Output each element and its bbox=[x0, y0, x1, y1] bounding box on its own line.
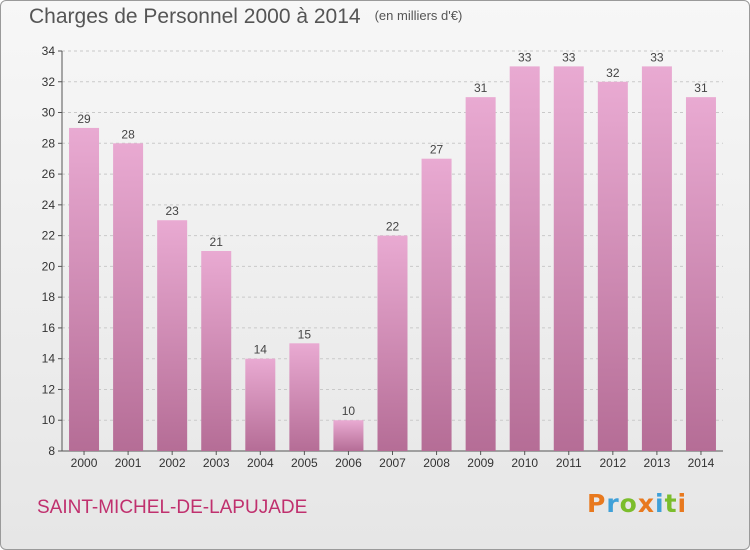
bar bbox=[245, 358, 276, 451]
bar bbox=[641, 66, 672, 451]
x-tick-label: 2005 bbox=[291, 456, 318, 470]
y-tick-label: 14 bbox=[42, 352, 56, 366]
bar-value-label: 10 bbox=[342, 404, 356, 418]
bar bbox=[553, 66, 584, 451]
bar-value-label: 14 bbox=[254, 343, 268, 357]
bar bbox=[509, 66, 540, 451]
bar bbox=[157, 220, 188, 451]
title-unit: (en milliers d'€) bbox=[374, 8, 463, 23]
y-tick-label: 10 bbox=[42, 413, 56, 427]
bar-value-label: 21 bbox=[210, 235, 224, 249]
bar-value-label: 27 bbox=[430, 143, 444, 157]
bar bbox=[113, 143, 144, 452]
commune-name: SAINT-MICHEL-DE-LAPUJADE bbox=[37, 497, 308, 518]
y-tick-label: 22 bbox=[42, 229, 56, 243]
x-tick-label: 2008 bbox=[423, 456, 450, 470]
y-tick-label: 30 bbox=[42, 106, 56, 120]
x-tick-label: 2007 bbox=[379, 456, 406, 470]
title-text: Charges de Personnel 2000 à 2014 bbox=[29, 5, 361, 28]
y-tick-label: 12 bbox=[42, 382, 56, 396]
x-tick-label: 2011 bbox=[556, 456, 582, 470]
y-tick-label: 20 bbox=[42, 259, 56, 273]
bar-value-label: 15 bbox=[298, 327, 312, 341]
bar-value-label: 23 bbox=[165, 204, 179, 218]
proxiti-logo: Proxiti bbox=[587, 489, 688, 518]
x-tick-label: 2006 bbox=[335, 456, 362, 470]
bar bbox=[597, 81, 628, 452]
bar-value-label: 33 bbox=[562, 50, 576, 64]
y-tick-label: 16 bbox=[42, 321, 56, 335]
x-tick-label: 2013 bbox=[644, 456, 671, 470]
y-tick-label: 24 bbox=[42, 198, 56, 212]
x-tick-label: 2012 bbox=[599, 456, 626, 470]
x-tick-label: 2004 bbox=[247, 456, 274, 470]
y-tick-label: 32 bbox=[42, 75, 56, 89]
x-tick-label: 2003 bbox=[203, 456, 230, 470]
y-tick-label: 26 bbox=[42, 167, 56, 181]
bar-value-label: 31 bbox=[474, 81, 488, 95]
x-tick-label: 2000 bbox=[71, 456, 98, 470]
y-tick-label: 34 bbox=[42, 44, 56, 58]
chart-title: Charges de Personnel 2000 à 2014 (en mill… bbox=[29, 5, 462, 29]
y-tick-label: 28 bbox=[42, 136, 56, 150]
x-tick-label: 2010 bbox=[511, 456, 538, 470]
bar-value-label: 32 bbox=[606, 66, 620, 80]
x-tick-label: 2009 bbox=[467, 456, 494, 470]
x-tick-label: 2001 bbox=[115, 456, 142, 470]
bar-value-label: 33 bbox=[518, 50, 532, 64]
bar bbox=[465, 97, 496, 452]
bar bbox=[333, 420, 364, 451]
y-tick-label: 18 bbox=[42, 290, 56, 304]
bar-value-label: 28 bbox=[121, 127, 135, 141]
bar bbox=[421, 158, 452, 451]
bar bbox=[289, 343, 320, 451]
bar bbox=[377, 235, 408, 451]
bar bbox=[685, 97, 716, 452]
bar-value-label: 29 bbox=[77, 112, 91, 126]
y-tick-label: 8 bbox=[48, 444, 55, 458]
x-tick-label: 2014 bbox=[688, 456, 715, 470]
bar-value-label: 31 bbox=[694, 81, 708, 95]
bar-value-label: 33 bbox=[650, 50, 664, 64]
x-tick-label: 2002 bbox=[159, 456, 186, 470]
bar-value-label: 22 bbox=[386, 220, 400, 234]
bar bbox=[69, 127, 100, 451]
bar bbox=[201, 251, 232, 451]
